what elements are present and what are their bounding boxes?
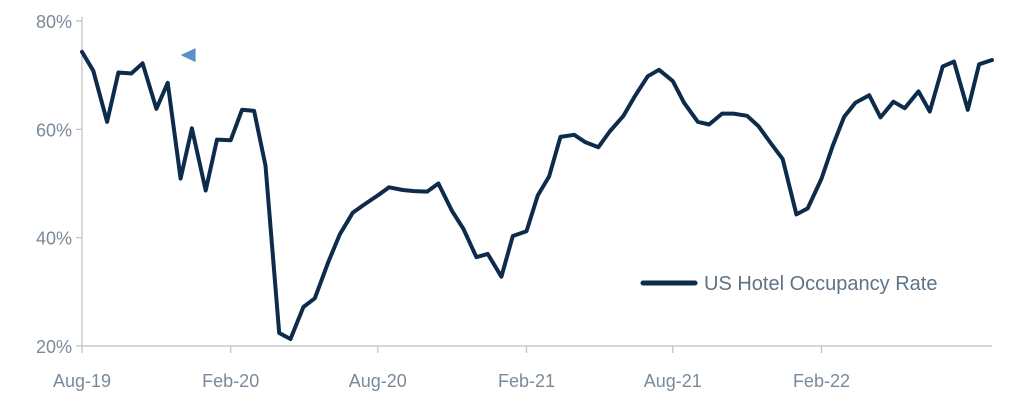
- reference-line-group: [180, 48, 992, 63]
- axes: [76, 17, 992, 353]
- y-tick-label: 60%: [36, 120, 72, 140]
- x-tick-label: Feb-20: [202, 371, 259, 391]
- y-tick-label: 80%: [36, 12, 72, 32]
- tick-labels: 20% 40% 60% 80% Aug-19 Feb-20 Aug-20 Feb-21 Aug-…: [36, 12, 850, 391]
- x-tick-label: Feb-22: [793, 371, 850, 391]
- x-tick-label: Aug-20: [349, 371, 407, 391]
- series-group: [80, 49, 994, 341]
- reference-arrowhead: [180, 48, 196, 63]
- x-tick-label: Aug-21: [644, 371, 702, 391]
- y-tick-label: 20%: [36, 337, 72, 357]
- series-line-0: [80, 49, 994, 341]
- y-tick-label: 40%: [36, 229, 72, 249]
- legend: US Hotel Occupancy Rate: [640, 273, 937, 295]
- x-tick-label: Aug-19: [53, 371, 111, 391]
- x-tick-label: Feb-21: [498, 371, 555, 391]
- legend-label: US Hotel Occupancy Rate: [704, 273, 937, 295]
